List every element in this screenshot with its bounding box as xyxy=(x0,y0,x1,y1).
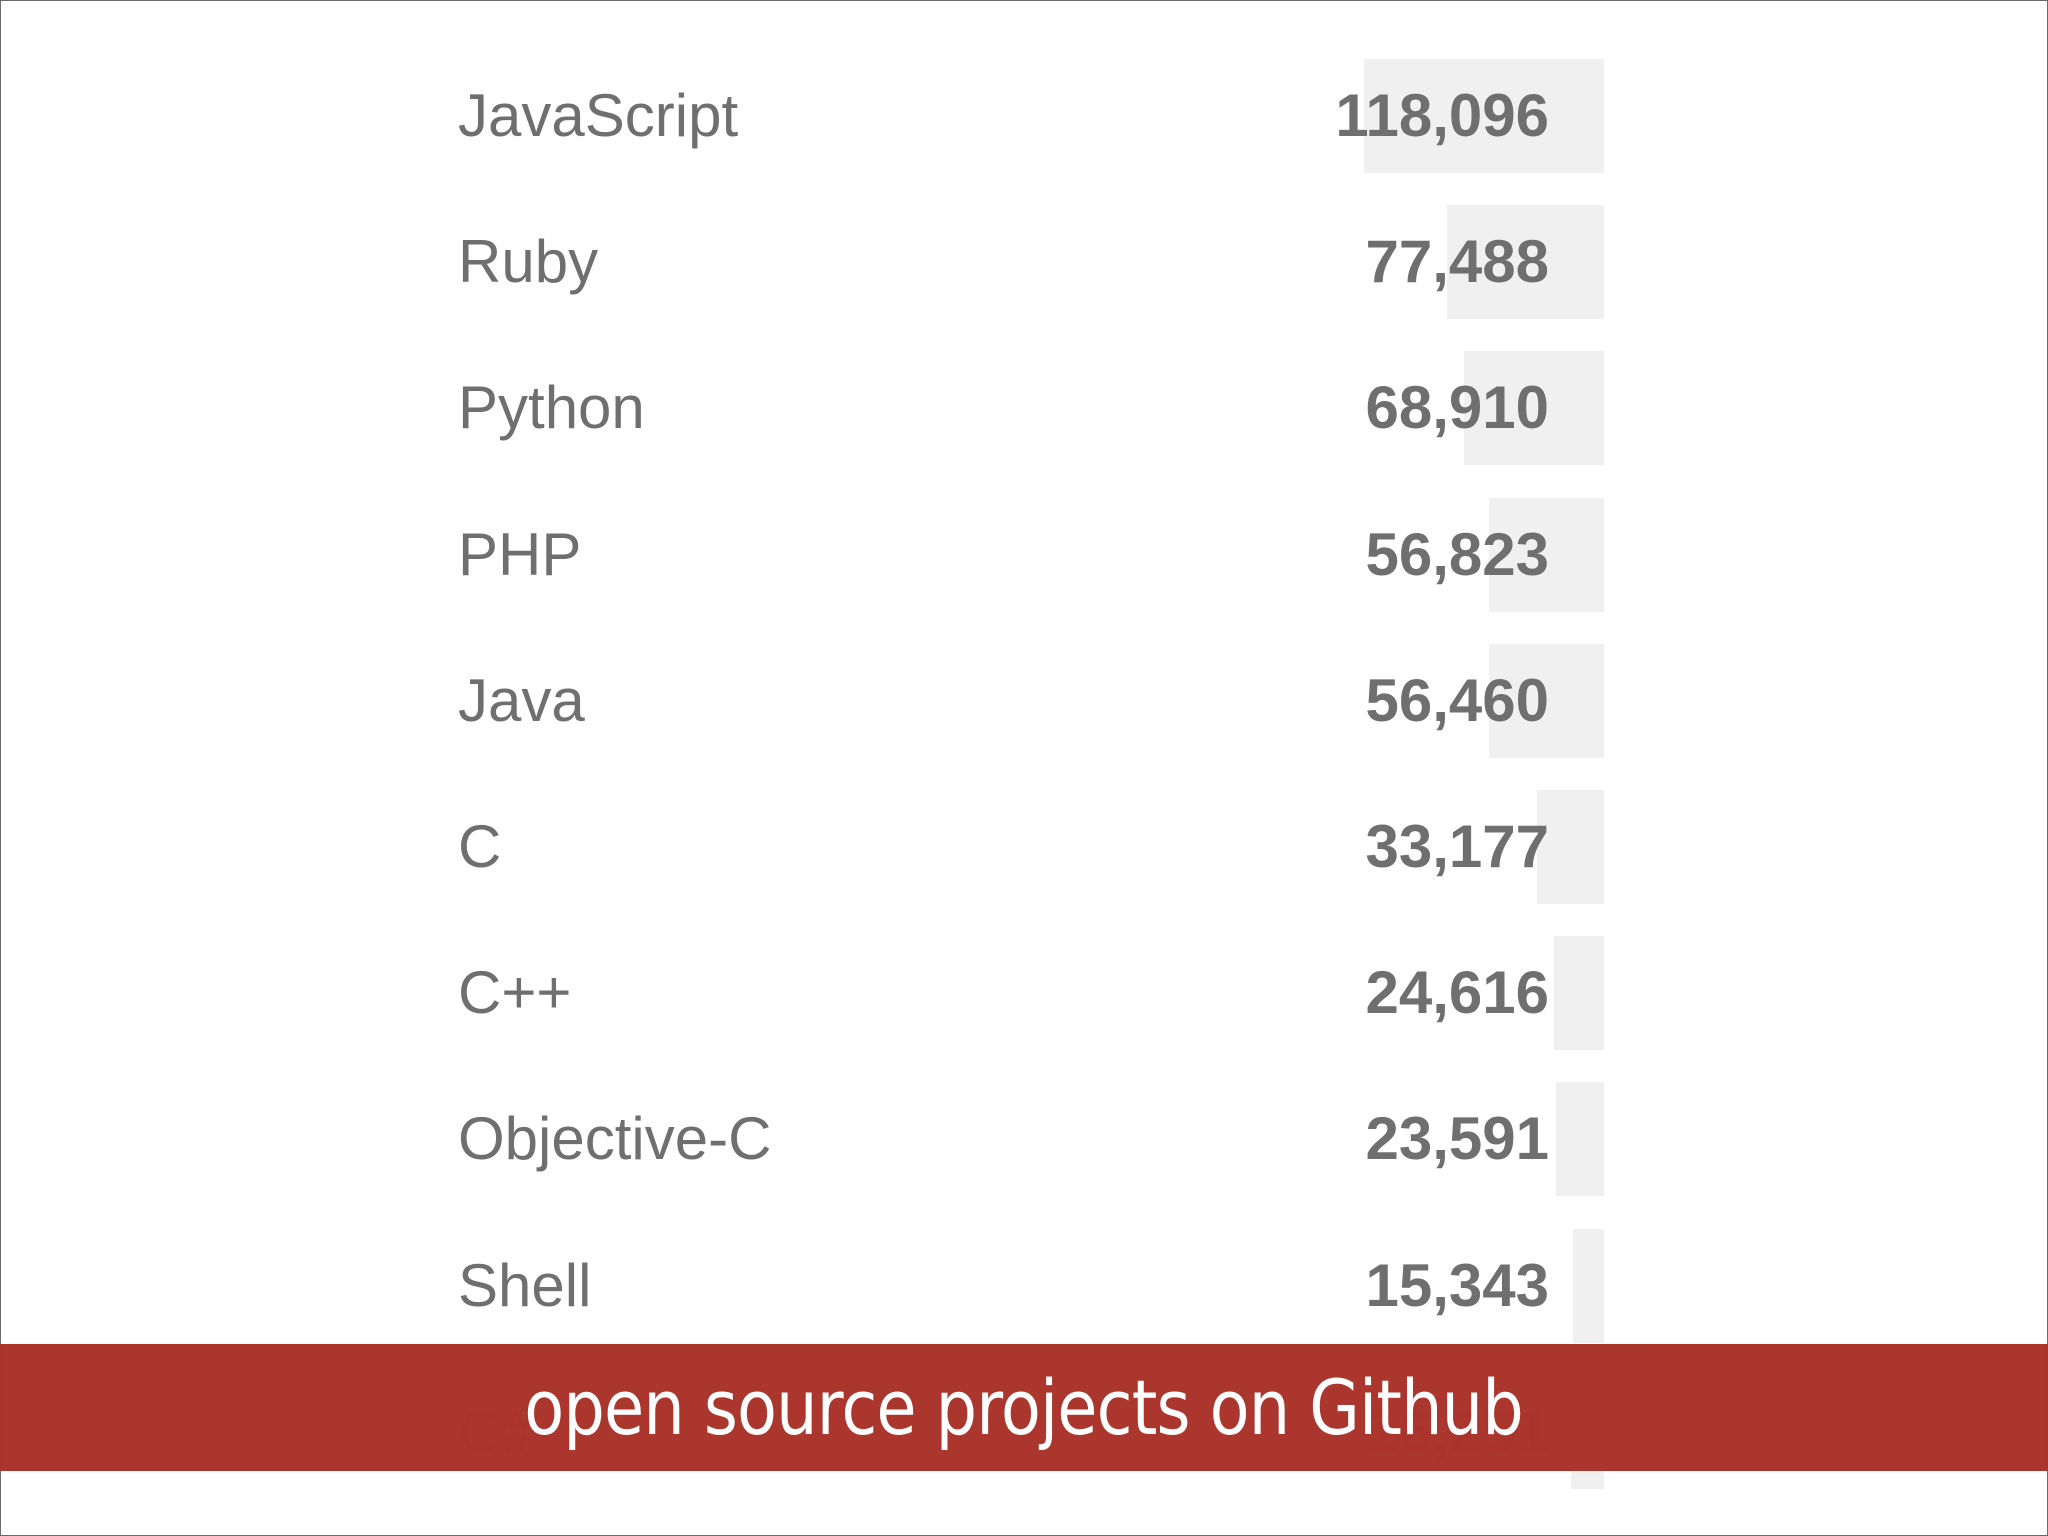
table-row: C++ 24,616 xyxy=(0,936,2048,1050)
value-label: 77,488 xyxy=(1365,228,1549,295)
bar-mark xyxy=(1489,498,1604,612)
bar-mark xyxy=(1554,936,1604,1050)
category-label: Ruby xyxy=(458,228,599,295)
bar-mark xyxy=(1537,790,1604,904)
category-label: Shell xyxy=(458,1252,592,1319)
table-row: Java 56,460 xyxy=(0,644,2048,758)
value-label: 56,460 xyxy=(1365,667,1549,734)
category-label: Python xyxy=(458,374,645,441)
bar-mark xyxy=(1447,205,1604,319)
value-label: 68,910 xyxy=(1365,374,1549,441)
table-row: C 33,177 xyxy=(0,790,2048,904)
table-row: Shell 15,343 xyxy=(0,1229,2048,1343)
caption-banner: open source projects on Github xyxy=(0,1344,2048,1471)
value-label: 15,343 xyxy=(1365,1252,1549,1319)
value-label: 33,177 xyxy=(1365,813,1549,880)
caption-text: open source projects on Github xyxy=(524,1363,1524,1452)
value-label: 23,591 xyxy=(1365,1105,1549,1172)
value-label: 56,823 xyxy=(1365,521,1549,588)
category-label: C xyxy=(458,813,502,880)
table-row: Objective-C 23,591 xyxy=(0,1082,2048,1196)
category-label: JavaScript xyxy=(458,82,739,149)
bar-mark xyxy=(1464,351,1604,465)
category-label: PHP xyxy=(458,521,582,588)
table-row: PHP 56,823 xyxy=(0,498,2048,612)
category-label: Objective-C xyxy=(458,1105,772,1172)
table-row: JavaScript 118,096 xyxy=(0,59,2048,173)
bar-mark xyxy=(1489,644,1604,758)
category-label: C++ xyxy=(458,959,572,1026)
table-row: Ruby 77,488 xyxy=(0,205,2048,319)
category-label: Java xyxy=(458,667,585,734)
table-row: Python 68,910 xyxy=(0,351,2048,465)
bar-mark xyxy=(1573,1229,1604,1343)
bar-mark xyxy=(1556,1082,1604,1196)
bar-mark xyxy=(1364,59,1604,173)
value-label: 24,616 xyxy=(1365,959,1549,1026)
value-label: 118,096 xyxy=(1335,82,1549,149)
